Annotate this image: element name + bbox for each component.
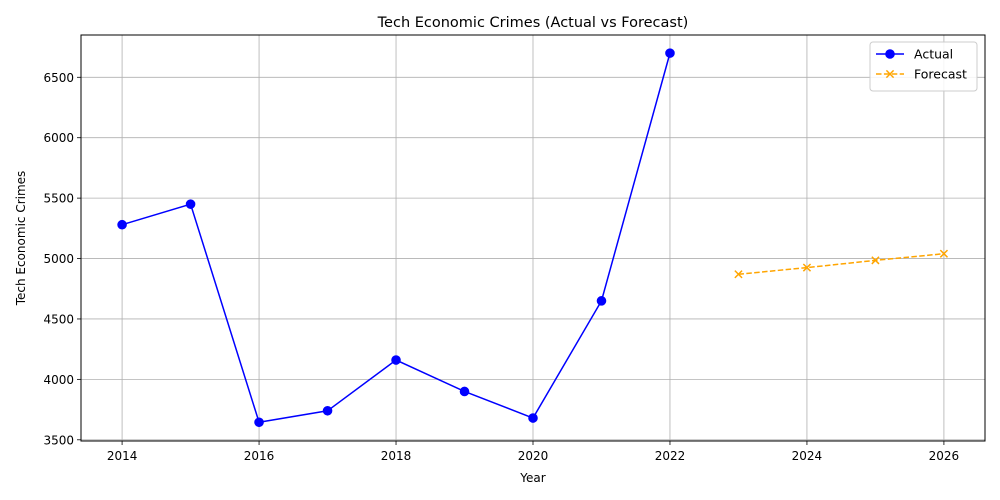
series-actual [117, 48, 675, 428]
data-point [939, 249, 949, 258]
x-tick-label: 2026 [929, 449, 960, 463]
y-tick-label: 4500 [43, 312, 74, 326]
y-axis-label: Tech Economic Crimes [14, 171, 28, 307]
y-tick-label: 6000 [43, 131, 74, 145]
grid [81, 35, 985, 441]
data-point [117, 219, 127, 230]
x-tick-label: 2016 [244, 449, 275, 463]
chart-title: Tech Economic Crimes (Actual vs Forecast… [377, 15, 689, 31]
y-tick-label: 6500 [43, 71, 74, 85]
y-tick-label: 5000 [43, 252, 74, 266]
data-point [885, 69, 895, 79]
legend-item-forecast: Forecast [876, 67, 967, 82]
y-tick-label: 5500 [43, 192, 74, 206]
legend-label: Forecast [914, 67, 967, 82]
series-forecast [734, 249, 949, 279]
x-tick-label: 2022 [655, 449, 686, 463]
x-tick-label: 2014 [107, 449, 138, 463]
data-point [802, 263, 812, 272]
data-point [185, 199, 196, 209]
legend: Actual Forecast [869, 41, 978, 92]
data-point [885, 49, 895, 59]
x-tick-label: 2020 [518, 449, 549, 463]
data-point [871, 256, 880, 265]
data-point [734, 270, 743, 279]
series-line [738, 252, 944, 275]
data-point [391, 355, 401, 365]
data-point [322, 405, 333, 416]
data-point [254, 417, 264, 428]
data-point [459, 386, 470, 397]
y-tick-label: 4000 [43, 373, 74, 387]
legend-item-actual: Actual [876, 47, 953, 62]
plot-series [117, 48, 949, 428]
x-tick-label: 2018 [381, 449, 412, 463]
legend-label: Actual [914, 47, 953, 62]
x-tick-label: 2024 [792, 449, 823, 463]
y-tick-label: 3500 [43, 433, 74, 447]
x-axis-label: Year [519, 471, 545, 485]
data-point [596, 296, 607, 306]
data-point [528, 413, 538, 423]
axis-ticks: 2014 2016 2018 2020 2022 2024 2026 3500 4000 4500… [43, 71, 959, 463]
data-point [665, 48, 675, 58]
